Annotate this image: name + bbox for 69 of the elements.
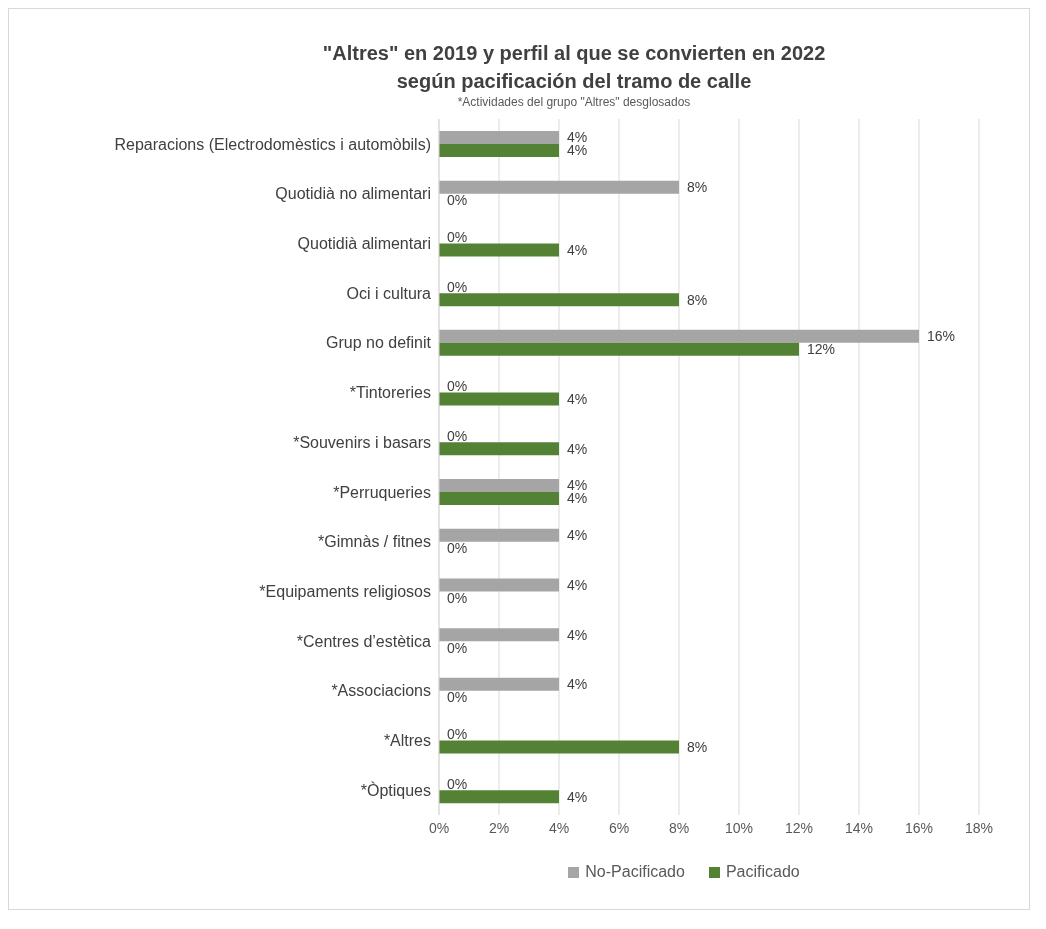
y-tick-label: *Perruqueries bbox=[333, 483, 431, 501]
data-label: 0% bbox=[447, 589, 468, 606]
y-tick-label: *Gimnàs / fitnes bbox=[318, 533, 431, 551]
y-tick-label: *Centres d’estètica bbox=[296, 632, 432, 650]
x-tick-label: 2% bbox=[488, 819, 510, 836]
data-label: 8% bbox=[687, 179, 708, 196]
y-tick-label: Grup no definit bbox=[326, 334, 432, 352]
y-tick-label: *Equipaments religiosos bbox=[259, 582, 431, 600]
data-label: 8% bbox=[687, 738, 708, 755]
x-tick-label: 10% bbox=[724, 819, 754, 836]
y-tick-label: Oci i cultura bbox=[346, 284, 432, 302]
bar bbox=[439, 790, 559, 804]
data-label: 0% bbox=[447, 639, 468, 656]
bar bbox=[439, 329, 919, 343]
bar bbox=[439, 243, 559, 257]
bar bbox=[439, 677, 559, 691]
y-tick-label: *Souvenirs i basars bbox=[293, 433, 431, 451]
x-tick-label: 18% bbox=[964, 819, 994, 836]
x-tick-label: 12% bbox=[784, 819, 814, 836]
bar bbox=[439, 528, 559, 542]
data-label: 8% bbox=[687, 291, 708, 308]
bar bbox=[439, 442, 559, 456]
bar bbox=[439, 131, 559, 144]
x-tick-label: 6% bbox=[608, 819, 630, 836]
legend-label: Pacificado bbox=[724, 863, 800, 881]
data-label: 0% bbox=[447, 192, 468, 209]
chart-title: "Altres" en 2019 y perfil al que se convierten en 2022 según pacificación del tramo de calle bbox=[321, 41, 827, 94]
bar bbox=[439, 144, 559, 157]
bar bbox=[439, 180, 679, 194]
data-label: 4% bbox=[567, 390, 588, 407]
bar bbox=[439, 342, 799, 356]
bar bbox=[439, 479, 559, 492]
data-label: 0% bbox=[447, 775, 468, 792]
x-tick-label: 0% bbox=[428, 819, 450, 836]
data-label: 16% bbox=[927, 328, 956, 345]
data-label: 0% bbox=[447, 725, 468, 742]
data-label: 0% bbox=[447, 228, 468, 245]
x-tick-label: 8% bbox=[668, 819, 690, 836]
data-label: 4% bbox=[567, 527, 588, 544]
bar bbox=[439, 578, 559, 592]
y-tick-label: Quotidià alimentari bbox=[297, 234, 431, 252]
data-label: 0% bbox=[447, 377, 468, 394]
bar bbox=[439, 740, 679, 754]
data-label: 0% bbox=[447, 278, 468, 295]
chart-subtitle: *Actividades del grupo "Altres" desglosados bbox=[456, 95, 692, 109]
bar bbox=[439, 392, 559, 406]
bar bbox=[439, 628, 559, 642]
data-label: 4% bbox=[567, 626, 588, 643]
data-label: 12% bbox=[807, 341, 836, 358]
data-label: 4% bbox=[567, 576, 588, 593]
data-label: 4% bbox=[567, 241, 588, 258]
y-tick-label: Reparacions (Electrodomèstics i automòbils) bbox=[114, 135, 431, 153]
x-tick-label: 4% bbox=[548, 819, 570, 836]
data-label: 0% bbox=[447, 427, 468, 444]
data-label: 0% bbox=[447, 689, 468, 706]
data-label: 4% bbox=[567, 440, 588, 457]
bar bbox=[439, 293, 679, 307]
legend-label: No-Pacificado bbox=[584, 863, 685, 881]
y-tick-label: *Òptiques bbox=[360, 780, 431, 799]
x-tick-label: 14% bbox=[844, 819, 874, 836]
y-tick-label: *Tintoreries bbox=[349, 384, 431, 402]
data-label: 4% bbox=[567, 788, 588, 805]
y-tick-label: Quotidià no alimentari bbox=[275, 185, 431, 203]
x-tick-label: 16% bbox=[904, 819, 934, 836]
y-tick-label: *Associacions bbox=[331, 682, 431, 700]
y-tick-label: *Altres bbox=[383, 732, 431, 750]
data-label: 4% bbox=[567, 676, 588, 693]
data-label: 0% bbox=[447, 540, 468, 557]
bar bbox=[439, 492, 559, 505]
